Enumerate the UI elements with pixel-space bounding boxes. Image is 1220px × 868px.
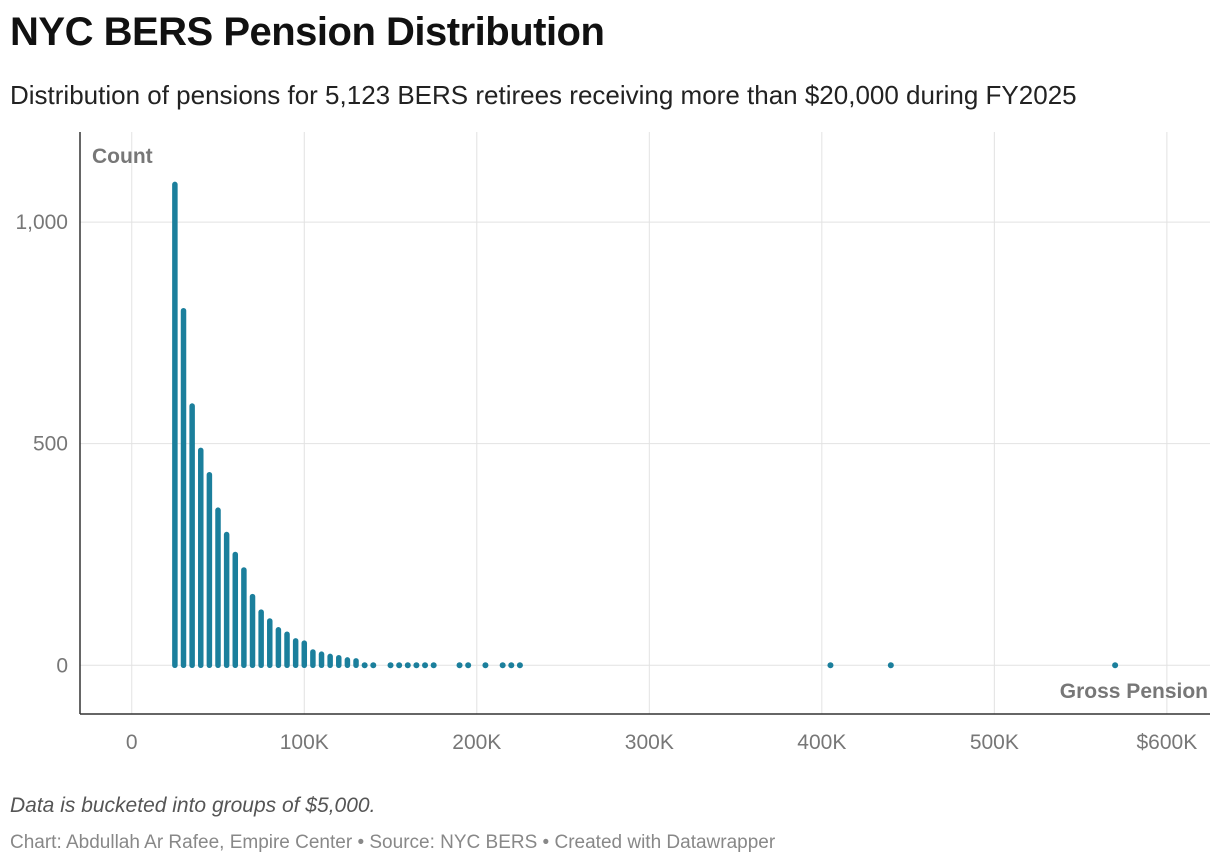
histogram-bar [516, 662, 523, 669]
chart-subtitle: Distribution of pensions for 5,123 BERS … [10, 80, 1077, 110]
x-tick-label: 200K [452, 731, 501, 754]
histogram-bar [422, 662, 429, 669]
y-axis-title: Count [92, 145, 153, 168]
histogram-bar [482, 662, 489, 669]
x-tick-label: 400K [797, 731, 846, 754]
chart-title: NYC BERS Pension Distribution [10, 10, 605, 54]
x-tick-label: 100K [280, 731, 329, 754]
histogram-chart: 0 100K 200K 300K 400K 500K $600K 0 500 1,000 Count… [15, 132, 1210, 754]
histogram-bar [499, 662, 506, 669]
histogram-bar [387, 662, 394, 669]
histogram-bar [404, 662, 411, 669]
histogram-bar [1112, 662, 1119, 669]
histogram-bar [396, 662, 403, 669]
x-tick-label: 300K [625, 731, 674, 754]
chart-note: Data is bucketed into groups of $5,000. [10, 794, 376, 817]
histogram-bar [370, 662, 377, 669]
axis-labels: 0 100K 200K 300K 400K 500K $600K 0 500 1,000 Count… [15, 145, 1208, 754]
histogram-bar [430, 662, 437, 669]
y-tick-label: 1,000 [15, 211, 68, 234]
histogram-bar [465, 662, 472, 669]
x-tick-label: 0 [126, 731, 138, 754]
histogram-bar [413, 662, 420, 669]
y-tick-label: 500 [33, 433, 68, 456]
histogram-bar [887, 662, 894, 669]
histogram-bar [508, 662, 515, 669]
histogram-bar [361, 662, 368, 669]
x-tick-label: $600K [1137, 731, 1198, 754]
grid-lines [80, 132, 1210, 714]
data-marks [172, 181, 1119, 669]
histogram-bar [456, 662, 463, 669]
histogram-bar [827, 662, 834, 669]
x-tick-label: 500K [970, 731, 1019, 754]
chart-byline: Chart: Abdullah Ar Rafee, Empire Center … [10, 832, 776, 853]
x-axis-title: Gross Pension [1060, 680, 1208, 703]
axes [79, 132, 1210, 715]
y-tick-label: 0 [56, 654, 68, 677]
